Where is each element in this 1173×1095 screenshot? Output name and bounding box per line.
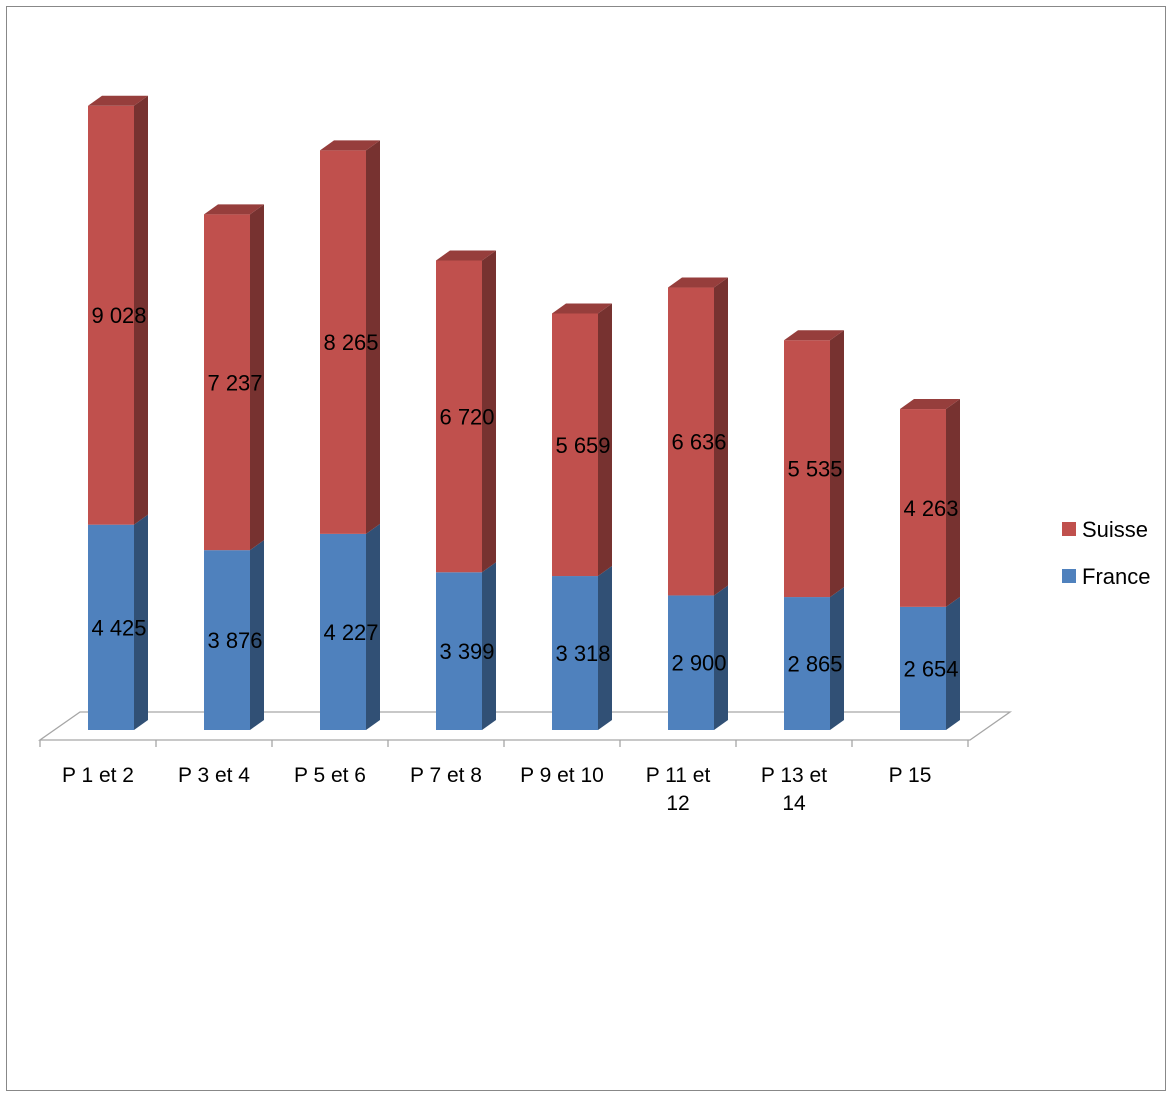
bar-france-front bbox=[552, 576, 598, 730]
data-label-france: 2 900 bbox=[671, 651, 726, 676]
value-labels: 4 425 9 028 3 876 7 237 4 227 8 265 3 399 6 720… bbox=[91, 303, 958, 681]
plot-floor bbox=[37, 711, 1013, 741]
legend: Suisse France bbox=[1062, 517, 1150, 589]
x-tick-label: 12 bbox=[666, 792, 689, 815]
x-tick-label: 14 bbox=[782, 792, 806, 815]
bar-suisse bbox=[436, 250, 496, 573]
data-label-france: 2 654 bbox=[903, 656, 958, 681]
bar-suisse bbox=[204, 204, 264, 551]
bar-france-front bbox=[88, 524, 134, 730]
bar-france-front bbox=[436, 572, 482, 730]
data-label-france: 4 227 bbox=[323, 620, 378, 645]
bar-suisse-top bbox=[552, 303, 612, 314]
legend-label-suisse: Suisse bbox=[1082, 517, 1148, 542]
data-label-suisse: 6 636 bbox=[671, 429, 726, 454]
bar-suisse-front bbox=[436, 260, 482, 573]
x-tick-label: P 3 et 4 bbox=[178, 764, 250, 787]
data-label-suisse: 5 535 bbox=[787, 457, 842, 482]
bar-suisse-side bbox=[830, 330, 844, 598]
legend-swatch-suisse bbox=[1062, 522, 1076, 536]
bar-france-side bbox=[714, 585, 728, 730]
bar-suisse-top bbox=[88, 95, 148, 106]
bar-france bbox=[784, 587, 844, 730]
x-axis: P 1 et 2 P 3 et 4 P 5 et 6 P 7 et 8 P 9 et 1… bbox=[39, 740, 969, 815]
bar-suisse-front bbox=[552, 313, 598, 577]
x-tick-label: P 9 et 10 bbox=[520, 764, 604, 787]
bar-france-side bbox=[134, 514, 148, 730]
x-tick-label: P 1 et 2 bbox=[62, 764, 134, 787]
bar-suisse-side bbox=[482, 250, 496, 573]
bar-suisse-top bbox=[204, 204, 264, 215]
bar-france bbox=[88, 514, 148, 730]
legend-swatch-france bbox=[1062, 569, 1076, 583]
data-label-france: 2 865 bbox=[787, 652, 842, 677]
bar-france bbox=[900, 596, 960, 730]
bar-france-side bbox=[482, 562, 496, 730]
bar-france bbox=[320, 523, 380, 730]
bar-france bbox=[552, 566, 612, 730]
bar-france-side bbox=[366, 523, 380, 730]
bar-suisse bbox=[784, 330, 844, 598]
x-tick-label: P 13 et bbox=[761, 764, 827, 787]
bar-suisse-top bbox=[320, 140, 380, 151]
x-tick-label: P 5 et 6 bbox=[294, 764, 366, 787]
bar-france-front bbox=[784, 597, 830, 730]
bar-suisse-top bbox=[900, 399, 960, 410]
data-label-suisse: 7 237 bbox=[207, 370, 262, 395]
bar-suisse bbox=[88, 95, 148, 525]
bar-france bbox=[668, 585, 728, 730]
data-label-suisse: 5 659 bbox=[555, 433, 610, 458]
bar-france-side bbox=[830, 587, 844, 730]
data-label-suisse: 4 263 bbox=[903, 496, 958, 521]
bar-suisse-front bbox=[784, 340, 830, 598]
chart-floor bbox=[37, 711, 1013, 741]
bar-suisse bbox=[320, 140, 380, 534]
data-label-france: 3 318 bbox=[555, 641, 610, 666]
bar-france-front bbox=[900, 606, 946, 730]
bar-suisse-side bbox=[946, 399, 960, 607]
bar-suisse-front bbox=[320, 150, 366, 534]
bars bbox=[88, 95, 960, 730]
data-label-suisse: 8 265 bbox=[323, 330, 378, 355]
bar-suisse-side bbox=[250, 204, 264, 551]
bar-suisse bbox=[668, 277, 728, 596]
bar-suisse-side bbox=[366, 140, 380, 534]
bar-france-side bbox=[598, 566, 612, 730]
bar-france-front bbox=[320, 533, 366, 730]
data-label-france: 4 425 bbox=[91, 615, 146, 640]
data-label-suisse: 6 720 bbox=[439, 404, 494, 429]
bar-suisse-front bbox=[88, 105, 134, 525]
bar-france bbox=[204, 540, 264, 730]
bar-suisse-top bbox=[436, 250, 496, 261]
bar-suisse bbox=[552, 303, 612, 577]
x-tick-label: P 15 bbox=[889, 764, 932, 787]
bar-suisse-top bbox=[668, 277, 728, 288]
bar-suisse-front bbox=[204, 214, 250, 551]
bar-suisse-front bbox=[900, 409, 946, 607]
x-tick-label: P 7 et 8 bbox=[410, 764, 482, 787]
bar-suisse-side bbox=[598, 303, 612, 577]
bar-france-side bbox=[250, 540, 264, 730]
legend-label-france: France bbox=[1082, 564, 1150, 589]
bar-suisse-side bbox=[134, 95, 148, 525]
bar-suisse-side bbox=[714, 277, 728, 596]
bar-suisse-front bbox=[668, 287, 714, 596]
data-label-france: 3 876 bbox=[207, 628, 262, 653]
bar-france bbox=[436, 562, 496, 730]
bar-france-side bbox=[946, 596, 960, 730]
bar-france-front bbox=[204, 550, 250, 730]
bar-suisse bbox=[900, 399, 960, 607]
bar-suisse-top bbox=[784, 330, 844, 341]
bar-france-front bbox=[668, 595, 714, 730]
x-tick-label: P 11 et bbox=[646, 764, 711, 787]
data-label-france: 3 399 bbox=[439, 639, 494, 664]
data-label-suisse: 9 028 bbox=[91, 303, 146, 328]
